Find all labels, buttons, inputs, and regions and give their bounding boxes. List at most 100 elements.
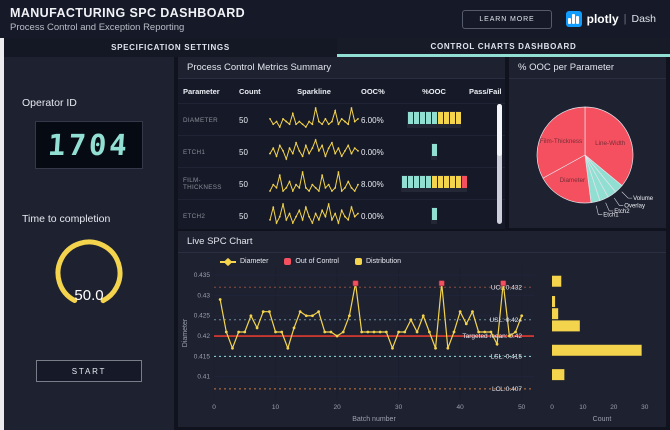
svg-text:Targeted mean: 0.42: Targeted mean: 0.42 (462, 333, 522, 340)
distribution-marker-icon (354, 258, 362, 265)
svg-text:50: 50 (518, 404, 526, 411)
svg-text:Diameter: Diameter (560, 177, 586, 184)
col-pct-ooc: %OOC (422, 86, 446, 96)
col-sparkline: Sparkline (297, 86, 331, 96)
svg-text:LCL:0.407: LCL:0.407 (492, 386, 522, 393)
spc-line-chart[interactable]: 0 10 20 30 40 50 0.41 0.415 0.42 0.425 0.43 0.435 Ba… (178, 253, 544, 427)
ooc-segment-bar (399, 111, 469, 129)
banner-titles: MANUFACTURING SPC DASHBOARD Process Cont… (10, 6, 245, 33)
svg-text:10: 10 (272, 404, 280, 411)
svg-text:Batch number: Batch number (352, 416, 396, 423)
table-header-row: Parameter Count Sparkline OOC% %OOC Pass… (178, 79, 505, 103)
col-count: Count (239, 86, 261, 96)
metrics-table: Parameter Count Sparkline OOC% %OOC Pass… (178, 79, 505, 229)
table-row[interactable]: ETCH1 50 0.00% (178, 135, 505, 167)
tab-specification-settings[interactable]: SPECIFICATION SETTINGS (4, 38, 337, 57)
svg-text:30: 30 (395, 404, 403, 411)
legend-item-distribution[interactable]: Distribution (354, 258, 401, 265)
svg-text:20: 20 (610, 404, 618, 411)
svg-text:0.43: 0.43 (197, 292, 210, 299)
ooc-segment-bar (399, 175, 469, 193)
legend-label: Diameter (240, 258, 269, 265)
legend-label: Out of Control (295, 258, 339, 265)
legend-item-diameter[interactable]: Diameter (220, 257, 269, 266)
table-row[interactable]: ETCH2 50 0.00% (178, 199, 505, 231)
sparkline-chart (267, 200, 361, 232)
ooc-pie-panel: % OOC per Parameter Line-Width Volume Over… (509, 57, 666, 228)
time-gauge: 50.0 (39, 235, 139, 317)
live-spc-panel: Live SPC Chart Diameter Out of Control D… (178, 231, 666, 427)
table-row[interactable]: FILM-THICKNESS 50 8.00% (178, 167, 505, 199)
ooc-pct-value: 6.00% (361, 115, 384, 125)
svg-text:0.42: 0.42 (197, 333, 210, 340)
svg-text:20: 20 (333, 404, 341, 411)
metrics-summary-panel: Process Control Metrics Summary Paramete… (178, 57, 505, 229)
svg-text:Film-Thickness: Film-Thickness (540, 138, 582, 145)
banner: MANUFACTURING SPC DASHBOARD Process Cont… (0, 0, 670, 38)
col-ooc-pct: OOC% (361, 86, 385, 96)
dash-product-text: Dash (631, 13, 656, 25)
col-parameter: Parameter (183, 86, 220, 96)
svg-text:Line-Width: Line-Width (595, 140, 626, 147)
operator-id-label: Operator ID (22, 97, 77, 109)
svg-text:40: 40 (457, 404, 465, 411)
svg-text:0: 0 (212, 404, 216, 411)
chart-legend: Diameter Out of Control Distribution (220, 257, 401, 266)
svg-text:UCL:0.432: UCL:0.432 (491, 284, 522, 291)
svg-text:Etch1: Etch1 (603, 213, 619, 219)
ooc-pct-value: 0.00% (361, 211, 384, 221)
operator-id-value: 1704 (46, 128, 132, 162)
plotly-logo-icon (565, 11, 582, 27)
gauge-arc-icon (55, 239, 123, 307)
tab-control-charts-dashboard[interactable]: CONTROL CHARTS DASHBOARD (337, 38, 670, 57)
svg-text:0.415: 0.415 (194, 353, 211, 360)
plotly-dash-logo[interactable]: plotly | Dash (565, 11, 656, 27)
operator-id-display: 1704 (35, 121, 143, 169)
parameter-name: DIAMETER (183, 116, 218, 124)
svg-text:Diameter: Diameter (182, 318, 189, 347)
ooc-pct-value: 0.00% (361, 147, 384, 157)
time-to-completion-label: Time to completion (22, 213, 111, 225)
parameter-name: ETCH2 (183, 212, 206, 220)
diameter-line-icon (220, 257, 236, 266)
svg-text:0: 0 (550, 404, 554, 411)
count-value: 50 (239, 179, 248, 189)
sparkline-chart (267, 168, 361, 200)
table-row[interactable]: DIAMETER 50 6.00% (178, 103, 505, 135)
tab-bar: SPECIFICATION SETTINGS CONTROL CHARTS DA… (4, 38, 670, 57)
spc-panel-title: Live SPC Chart (178, 231, 666, 253)
count-histogram[interactable]: 0 10 20 30 Count (544, 253, 664, 427)
spc-charts: 0 10 20 30 40 50 0.41 0.415 0.42 0.425 0.43 0.435 Ba… (178, 253, 666, 427)
svg-text:0.41: 0.41 (197, 374, 210, 381)
table-scrollbar[interactable] (497, 104, 502, 224)
sidebar: Operator ID 1704 Time to completion 50.0… (4, 57, 174, 430)
svg-text:0.425: 0.425 (194, 313, 211, 320)
banner-right: LEARN MORE plotly | Dash (462, 9, 656, 29)
count-value: 50 (239, 211, 248, 221)
scrollbar-thumb[interactable] (497, 104, 502, 156)
svg-text:0.435: 0.435 (194, 272, 211, 279)
pie-panel-title: % OOC per Parameter (509, 57, 666, 79)
legend-item-out-of-control[interactable]: Out of Control (284, 258, 339, 265)
sparkline-chart (267, 136, 361, 168)
svg-text:Etch2: Etch2 (614, 209, 630, 215)
svg-text:Volume: Volume (633, 196, 654, 202)
parameter-name: FILM-THICKNESS (183, 177, 222, 191)
svg-text:10: 10 (579, 404, 587, 411)
parameter-name: ETCH1 (183, 148, 206, 156)
svg-text:30: 30 (641, 404, 649, 411)
out-of-control-marker-icon (284, 258, 292, 265)
learn-more-button[interactable]: LEARN MORE (462, 9, 552, 29)
page-subtitle: Process Control and Exception Reporting (10, 21, 185, 33)
legend-label: Distribution (365, 258, 401, 265)
svg-text:LSL: 0.415: LSL: 0.415 (491, 353, 523, 360)
count-value: 50 (239, 147, 248, 157)
page-title: MANUFACTURING SPC DASHBOARD (10, 5, 246, 20)
count-value: 50 (239, 115, 248, 125)
plotly-brand-text: plotly (586, 12, 619, 26)
start-button[interactable]: START (36, 360, 142, 382)
ooc-pct-value: 8.00% (361, 179, 384, 189)
logo-separator: | (623, 13, 627, 25)
metrics-summary-title: Process Control Metrics Summary (178, 57, 505, 79)
